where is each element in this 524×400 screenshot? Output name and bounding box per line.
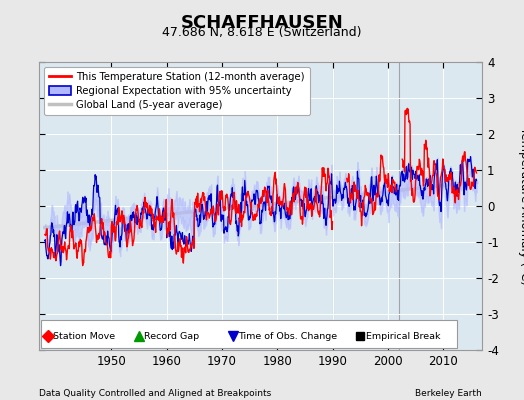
Text: Time of Obs. Change: Time of Obs. Change (238, 332, 337, 341)
Text: 47.686 N, 8.618 E (Switzerland): 47.686 N, 8.618 E (Switzerland) (162, 26, 362, 39)
FancyBboxPatch shape (41, 320, 457, 348)
Text: SCHAFFHAUSEN: SCHAFFHAUSEN (181, 14, 343, 32)
Text: Berkeley Earth: Berkeley Earth (416, 389, 482, 398)
Text: Data Quality Controlled and Aligned at Breakpoints: Data Quality Controlled and Aligned at B… (39, 389, 271, 398)
Legend: This Temperature Station (12-month average), Regional Expectation with 95% uncer: This Temperature Station (12-month avera… (45, 67, 310, 115)
Text: Station Move: Station Move (53, 332, 115, 341)
Text: Record Gap: Record Gap (145, 332, 200, 341)
Y-axis label: Temperature Anomaly (°C): Temperature Anomaly (°C) (518, 127, 524, 285)
Text: Empirical Break: Empirical Break (366, 332, 440, 341)
